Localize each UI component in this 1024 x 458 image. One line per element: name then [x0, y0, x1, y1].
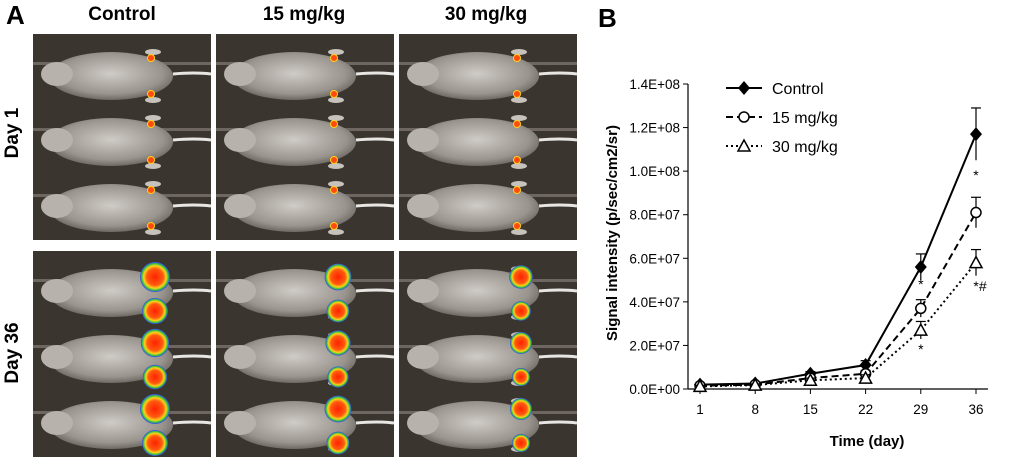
column-header-30mg: 30 mg/kg: [444, 4, 528, 25]
chart-series: * * * *#: [692, 107, 987, 393]
significance-mark: *: [918, 276, 924, 292]
series-line: [699, 212, 977, 387]
data-point: [970, 206, 982, 219]
y-tick-label: 4.0E+07: [629, 295, 680, 310]
data-point: [913, 322, 929, 336]
significance-mark: *: [973, 167, 979, 183]
legend-marker: [738, 81, 750, 95]
significance-mark: *#: [973, 278, 986, 294]
data-point: [914, 260, 927, 274]
y-tick-label: 1.4E+08: [629, 77, 680, 92]
column-header-control: Control: [88, 4, 156, 25]
data-point: [803, 372, 818, 387]
series-line: [699, 262, 977, 388]
x-tick-label: 36: [968, 402, 983, 417]
y-axis-label: Signal intensity (p/sec/cm2/sr): [604, 125, 621, 341]
x-tick-label: 15: [803, 402, 818, 417]
y-tick-label: 8.0E+07: [629, 208, 680, 223]
mouse-photo-day1-col1: [33, 34, 211, 240]
x-tick-label: 22: [858, 402, 873, 417]
legend-label: 15 mg/kg: [772, 110, 838, 127]
row-label-day36: Day 36: [2, 322, 23, 384]
legend-label: 30 mg/kg: [772, 139, 838, 156]
series-1: [694, 107, 982, 392]
panel-a-label: A: [6, 0, 25, 30]
y-tick-label: 0.0E+00: [629, 382, 680, 397]
data-point: [970, 127, 982, 142]
mouse-photo-day36-col2: [216, 251, 394, 457]
mouse-photo-day1-col3: [399, 34, 577, 240]
x-tick-label: 8: [751, 402, 759, 417]
series-line: [699, 133, 977, 386]
y-tick-label: 6.0E+07: [629, 251, 680, 266]
data-point: [859, 358, 872, 373]
legend-label: Control: [772, 81, 824, 98]
y-tick-label: 1.2E+08: [629, 121, 680, 136]
significance-mark: *: [918, 341, 924, 357]
mouse-photo-day36-col3: [399, 251, 577, 457]
data-point: [692, 378, 708, 393]
x-axis-label: Time (day): [830, 433, 905, 450]
mouse-photo-day1-col2: [216, 34, 394, 240]
y-tick-label: 2.0E+07: [629, 338, 680, 353]
panel-b-label: B: [598, 3, 617, 33]
data-point: [968, 255, 984, 269]
data-point: [915, 302, 927, 315]
x-tick-label: 29: [913, 402, 928, 417]
row-label-day1: Day 1: [2, 107, 23, 159]
signal-intensity-chart: B 0.0E+00 2.0E+07 4.0E+07 6.0E+07 8.0E+07 1.0…: [598, 3, 988, 450]
column-header-15mg: 15 mg/kg: [262, 4, 346, 25]
chart-legend: Control 15 mg/kg 30 mg/kg: [726, 81, 838, 156]
chart-axes: 0.0E+00 2.0E+07 4.0E+07 6.0E+07 8.0E+07 1.0E+…: [629, 77, 988, 417]
data-point: [747, 377, 763, 391]
series-3: [692, 248, 984, 393]
x-tick-label: 1: [696, 402, 704, 417]
legend-marker: [736, 138, 752, 152]
legend-marker: [738, 111, 750, 123]
y-tick-label: 1.0E+08: [629, 164, 680, 179]
mouse-photo-day36-col1: [33, 251, 211, 457]
data-point: [858, 370, 873, 384]
